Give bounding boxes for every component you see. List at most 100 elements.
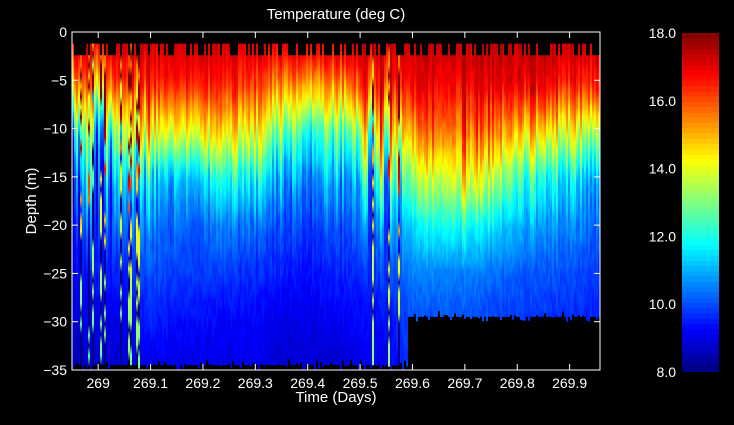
heatmap-column [220, 55, 222, 367]
heatmap-column [474, 43, 476, 317]
y-tick-label: −20 [43, 217, 67, 233]
heatmap-column [330, 55, 332, 364]
heatmap-column [310, 43, 312, 366]
heatmap-column [526, 55, 528, 317]
heatmap-column [544, 55, 546, 314]
heatmap-column [478, 55, 480, 319]
heatmap-column [338, 55, 340, 366]
heatmap-column [484, 55, 486, 317]
heatmap-column [156, 43, 158, 366]
heatmap-column [294, 55, 296, 366]
heatmap-column [494, 43, 496, 317]
heatmap-column [288, 55, 290, 360]
heatmap-column [518, 43, 520, 317]
heatmap-column [286, 43, 288, 367]
heatmap-column [248, 43, 250, 366]
heatmap-column [424, 55, 426, 316]
heatmap-column [418, 55, 420, 317]
heatmap-column [340, 43, 342, 370]
heatmap-column [138, 55, 140, 369]
heatmap-column [262, 55, 264, 366]
heatmap-column [574, 55, 576, 317]
heatmap-column [542, 55, 544, 317]
heatmap-column [464, 55, 466, 319]
heatmap-column [198, 55, 200, 368]
colorbar-tick-label: 18.0 [649, 25, 676, 41]
heatmap-column [482, 43, 484, 322]
heatmap-column [180, 43, 182, 366]
heatmap-column [402, 55, 404, 371]
heatmap-column [432, 43, 434, 317]
heatmap-column [296, 43, 298, 364]
heatmap-column [204, 43, 206, 366]
heatmap-column [252, 43, 254, 364]
heatmap-column [480, 55, 482, 317]
heatmap-column [152, 43, 154, 366]
y-axis: 0 −5 −10 −15 −20 −25 −30 −35 [43, 24, 600, 378]
heatmap-column [344, 43, 346, 367]
heatmap-column [86, 43, 88, 367]
x-tick-label: 269.1 [133, 375, 168, 391]
y-axis-label: Depth (m) [23, 168, 40, 235]
plot-frame [71, 31, 601, 371]
heatmap-column [166, 43, 168, 366]
y-tick-label: −15 [43, 169, 67, 185]
heatmap-column [564, 43, 566, 317]
heatmap-column [84, 55, 86, 366]
heatmap-column [452, 55, 454, 317]
heatmap-column [120, 55, 122, 366]
heatmap-column [72, 43, 74, 369]
heatmap-column [534, 55, 536, 317]
heatmap-column [336, 55, 338, 366]
heatmap-column [372, 43, 374, 366]
heatmap-column [108, 55, 110, 369]
heatmap-column [158, 55, 160, 362]
heatmap-column [466, 43, 468, 317]
heatmap-column [194, 43, 196, 366]
heatmap-column [592, 55, 594, 317]
colorbar-tick-label: 14.0 [649, 161, 676, 177]
heatmap-column [222, 43, 224, 366]
heatmap-column [106, 43, 108, 363]
heatmap-column [92, 43, 94, 367]
heatmap-column [116, 43, 118, 366]
heatmap-column [350, 55, 352, 360]
heatmap-column [570, 43, 572, 321]
heatmap-column [264, 43, 266, 366]
heatmap-column [468, 43, 470, 317]
heatmap-column [232, 55, 234, 362]
heatmap-column [178, 43, 180, 370]
heatmap-column [96, 43, 98, 366]
heatmap-column [172, 55, 174, 367]
heatmap-column [276, 43, 278, 366]
heatmap-column [560, 55, 562, 317]
heatmap-column [576, 55, 578, 317]
heatmap-column [142, 43, 144, 366]
heatmap-column [308, 55, 310, 366]
heatmap-column [118, 43, 120, 366]
heatmap-column [380, 55, 382, 369]
heatmap-column [136, 55, 138, 366]
heatmap-column [214, 43, 216, 366]
heatmap-column [208, 43, 210, 365]
heatmap-column [444, 55, 446, 315]
heatmap-column [382, 55, 384, 366]
y-tick-label: −5 [51, 72, 67, 88]
heatmap-column [226, 43, 228, 366]
heatmap-column [104, 55, 106, 366]
heatmap-column [406, 43, 408, 367]
heatmap-column [430, 43, 432, 317]
heatmap-column [562, 43, 564, 312]
heatmap-column [298, 55, 300, 366]
heatmap-column [530, 55, 532, 317]
heatmap-column [268, 43, 270, 366]
heatmap-column [556, 55, 558, 317]
heatmap-column [196, 43, 198, 366]
heatmap-column [416, 55, 418, 322]
heatmap-column [502, 43, 504, 317]
heatmap-column [188, 55, 190, 366]
heatmap-column [128, 55, 130, 361]
x-tick-label: 269.6 [395, 375, 430, 391]
heatmap-column [440, 43, 442, 317]
